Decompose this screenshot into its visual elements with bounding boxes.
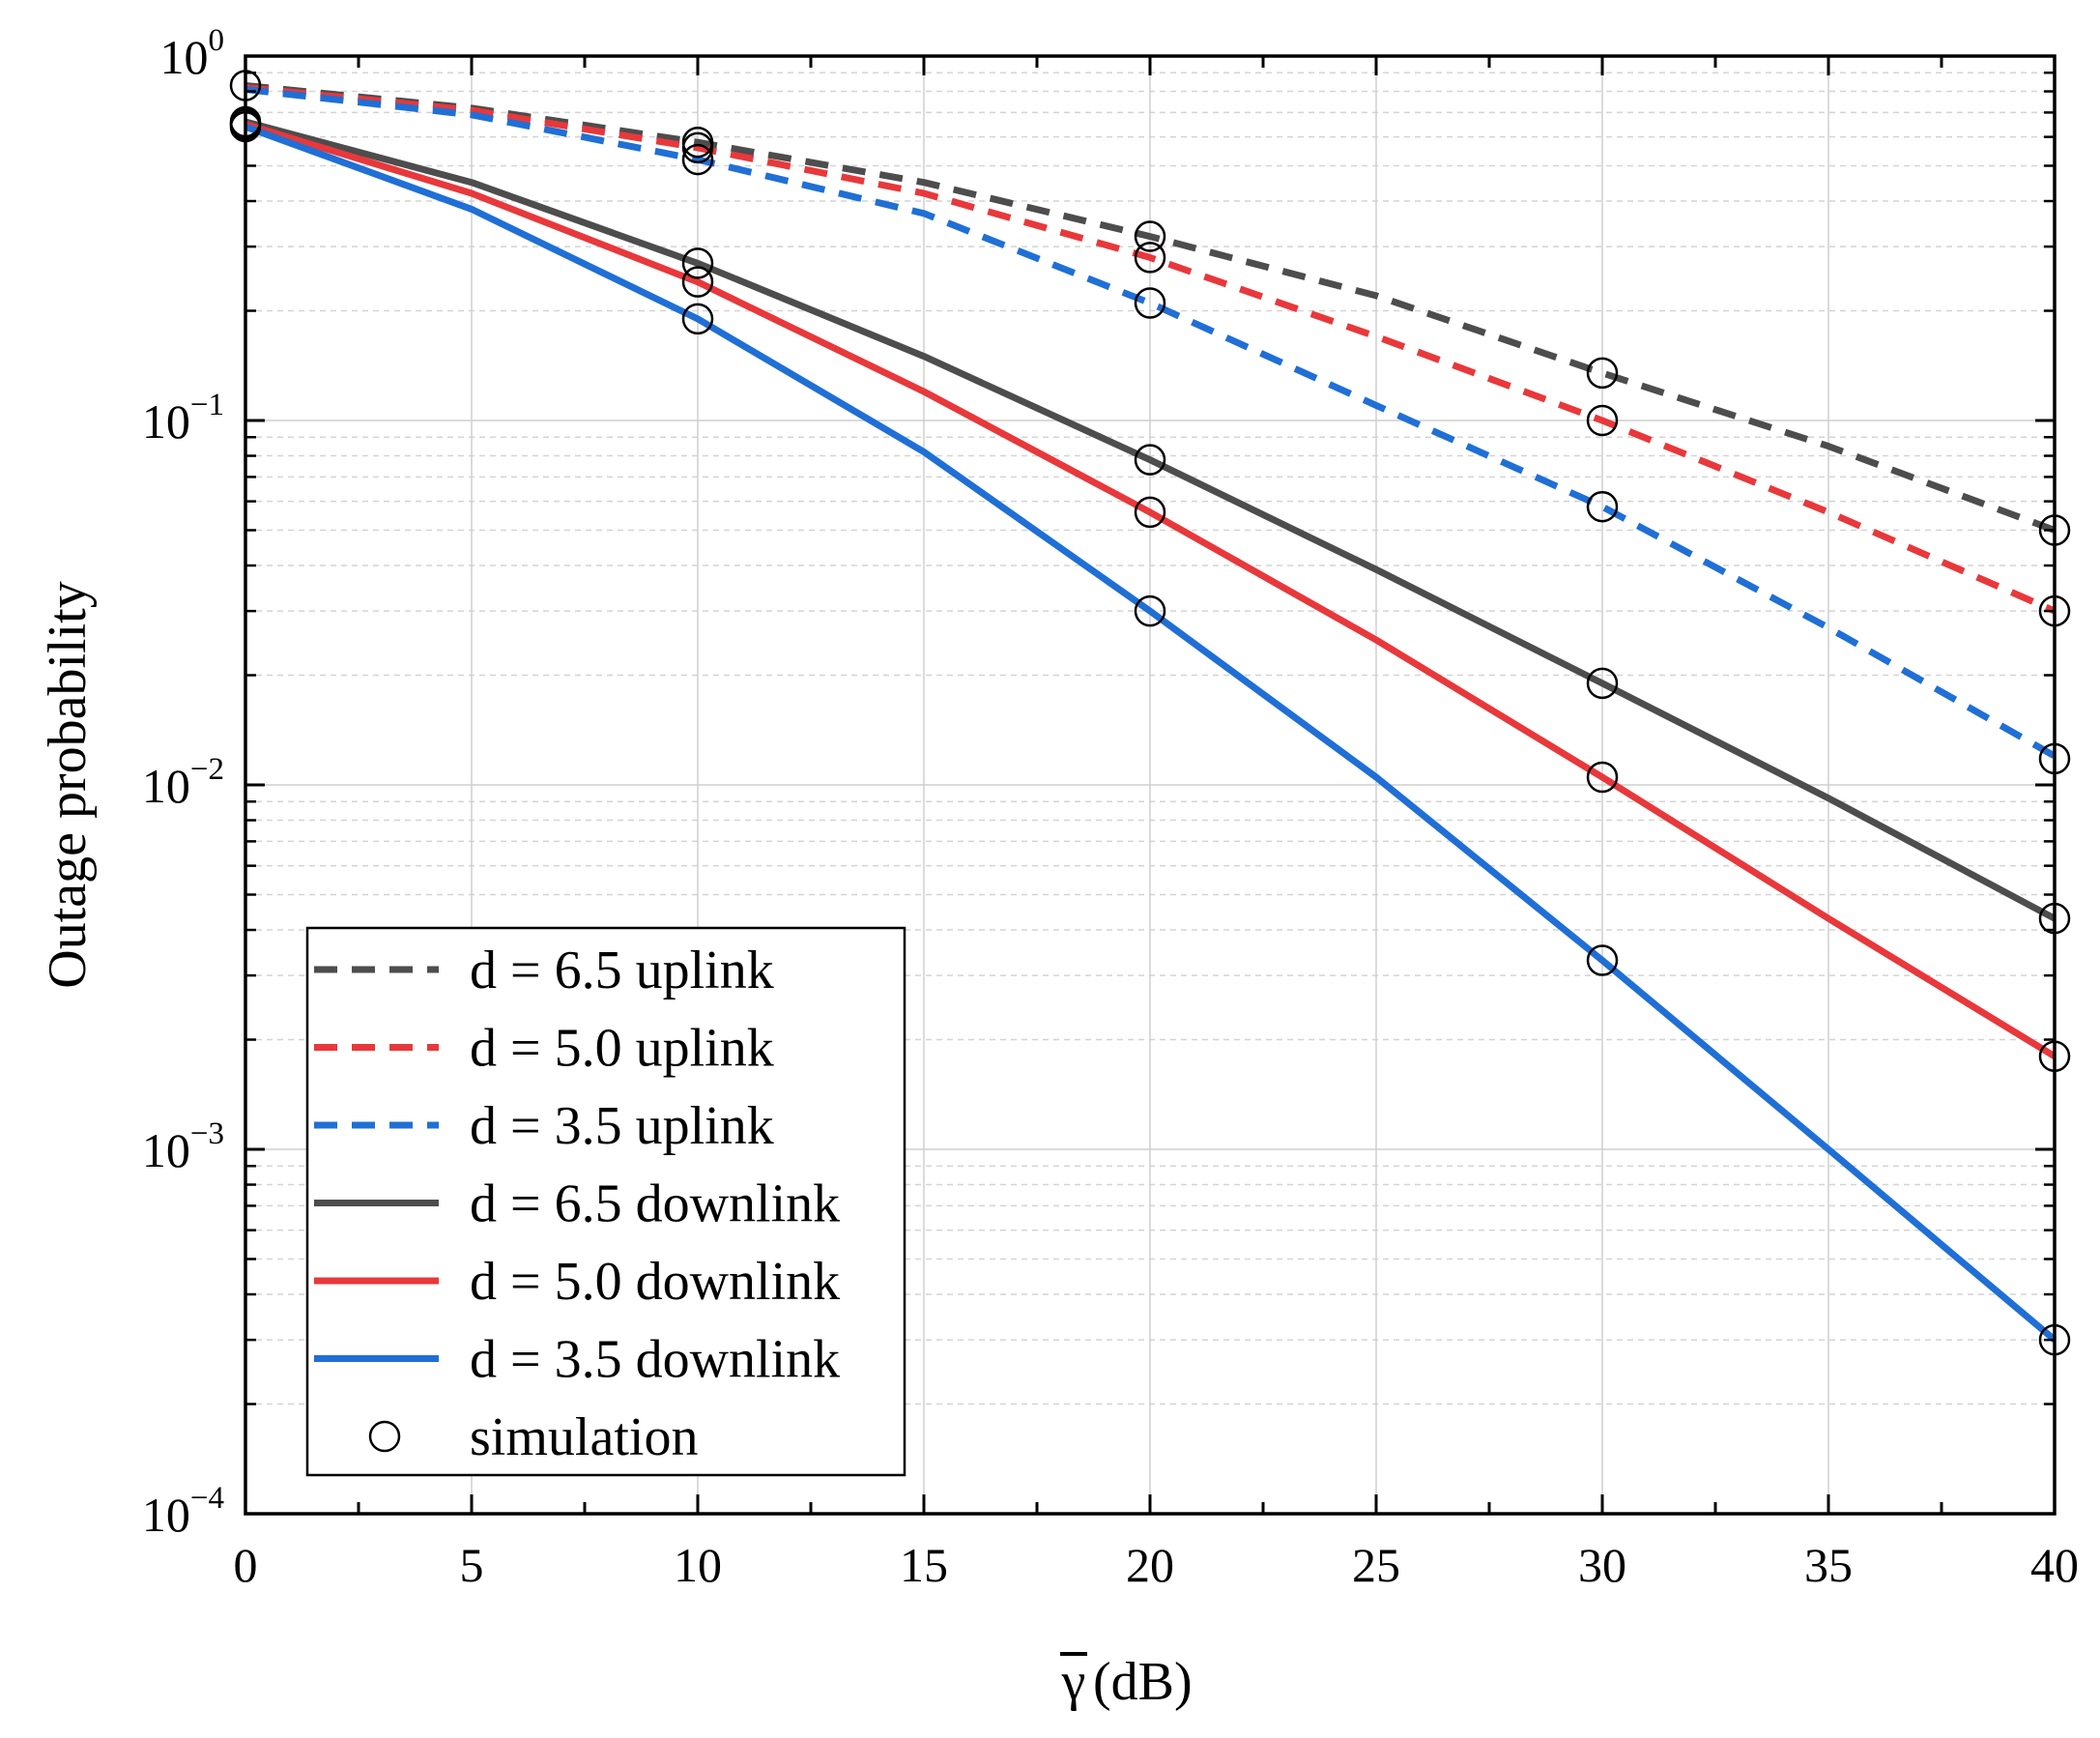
x-tick-label: 15	[900, 1538, 948, 1592]
simulation-marker	[1134, 220, 1166, 252]
simulation-marker	[1586, 667, 1619, 700]
y-tick-label: 10−4	[142, 1481, 224, 1542]
y-tick-label: 10−2	[142, 752, 224, 813]
y-tick-label: 10−3	[142, 1116, 224, 1177]
series-line-3	[245, 86, 2057, 760]
x-tick-label: 10	[674, 1538, 722, 1592]
simulation-marker	[1586, 944, 1619, 976]
legend-label-6: d = 3.5 downlink	[470, 1330, 840, 1390]
x-axis-unit: (dB)	[1093, 1652, 1193, 1712]
y-axis-title: Outage probability	[38, 581, 98, 988]
legend-label-3: d = 3.5 uplink	[470, 1096, 774, 1156]
simulation-marker	[1134, 496, 1166, 529]
simulation-marker	[1586, 490, 1619, 523]
x-tick-label: 0	[234, 1538, 258, 1592]
legend: d = 6.5 uplink d = 5.0 uplink d = 3.5 upli…	[305, 926, 906, 1477]
x-tick-label: 5	[460, 1538, 484, 1592]
series-lines	[244, 82, 2057, 1343]
y-tick-label: 10−1	[142, 388, 224, 449]
x-axis-symbol: γ	[1061, 1652, 1086, 1712]
x-tick-label: 40	[2030, 1538, 2079, 1592]
series-line-4	[245, 118, 2057, 922]
legend-label-5: d = 5.0 downlink	[470, 1252, 840, 1312]
x-tick-label: 20	[1126, 1538, 1174, 1592]
simulation-marker	[681, 143, 714, 176]
x-tick-label: 25	[1352, 1538, 1400, 1592]
simulation-marker	[1586, 761, 1619, 794]
series-line-6	[244, 123, 2057, 1343]
simulation-marker	[681, 266, 714, 298]
y-tick-label: 100	[160, 23, 225, 84]
legend-label-4: d = 6.5 downlink	[470, 1174, 840, 1234]
simulation-marker	[1134, 594, 1166, 627]
legend-label-simulation: simulation	[470, 1407, 698, 1467]
simulation-marker	[681, 247, 714, 279]
simulation-marker	[1134, 242, 1166, 274]
legend-label-2: d = 5.0 uplink	[470, 1019, 774, 1079]
series-line-2	[245, 84, 2057, 615]
simulation-marker	[681, 131, 714, 164]
simulation-marker	[1134, 444, 1166, 476]
tick-labels: 0 5 10 15 20 25 30 35 40 100 10−1 10−2 10−3 10−4	[142, 23, 2079, 1592]
x-axis-title: γ (dB)	[1060, 1652, 1193, 1712]
x-tick-label: 35	[1804, 1538, 1853, 1592]
x-tick-label: 30	[1578, 1538, 1626, 1592]
series-line-5	[244, 121, 2057, 1059]
legend-swatch-simulation	[368, 1420, 401, 1453]
axes	[244, 54, 2057, 1516]
legend-label-1: d = 6.5 uplink	[470, 941, 774, 1000]
simulation-marker	[1586, 357, 1619, 390]
simulation-marker	[1586, 404, 1619, 437]
simulation-marker	[681, 303, 714, 335]
simulation-marker	[1134, 287, 1166, 319]
